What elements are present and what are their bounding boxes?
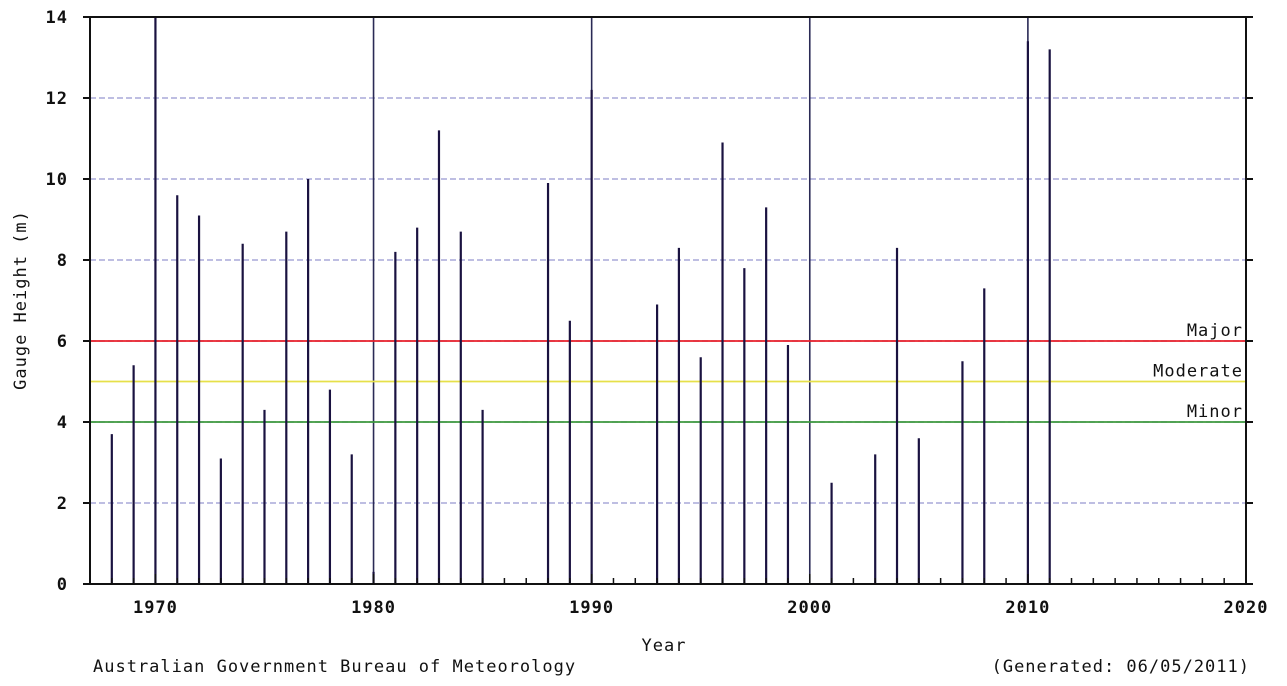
y-tick-label: 0 bbox=[57, 575, 68, 595]
x-tick-label: 1990 bbox=[569, 598, 614, 618]
labels: Major Moderate Minor 0 2 4 6 8 10 12 14 1970 1980 199… bbox=[46, 8, 1269, 618]
x-tick-label: 2010 bbox=[1005, 598, 1050, 618]
y-tick-label: 6 bbox=[57, 332, 68, 352]
y-tick-label: 14 bbox=[46, 8, 68, 28]
flood-level-label: Major bbox=[1187, 321, 1243, 341]
axes bbox=[83, 16, 1253, 585]
reference-lines bbox=[90, 340, 1246, 423]
y-tick-label: 4 bbox=[57, 413, 68, 433]
flood-level-label: Minor bbox=[1187, 402, 1243, 422]
x-tick-label: 2020 bbox=[1224, 598, 1269, 618]
x-tick-label: 1980 bbox=[351, 598, 396, 618]
y-tick-label: 8 bbox=[57, 251, 68, 271]
x-tick-label: 2000 bbox=[787, 598, 832, 618]
y-axis-title: Gauge Height (m) bbox=[11, 210, 31, 390]
x-axis-title: Year bbox=[642, 636, 687, 656]
y-tick-label: 12 bbox=[46, 89, 68, 109]
footer-generated: (Generated: 06/05/2011) bbox=[992, 657, 1250, 677]
footer-source: Australian Government Bureau of Meteorol… bbox=[93, 657, 576, 677]
y-tick-label: 10 bbox=[46, 170, 68, 190]
flood-level-label: Moderate bbox=[1153, 362, 1243, 382]
y-tick-label: 2 bbox=[57, 494, 68, 514]
bars bbox=[110, 17, 1051, 584]
plot-frame bbox=[89, 16, 1247, 585]
x-tick-label: 1970 bbox=[133, 598, 178, 618]
